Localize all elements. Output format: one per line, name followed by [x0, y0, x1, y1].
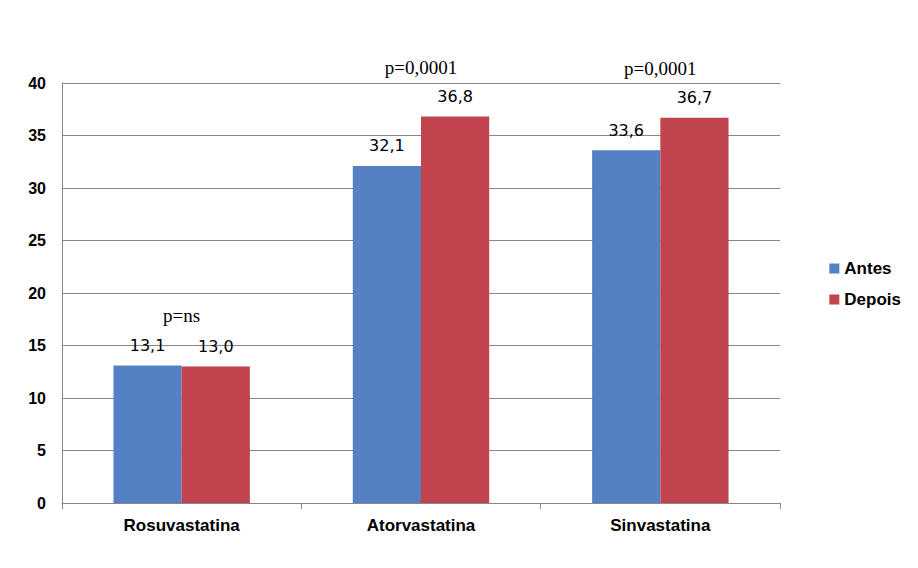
- svg-text:33,6: 33,6: [608, 121, 644, 140]
- svg-text:32,1: 32,1: [369, 136, 405, 155]
- svg-text:36,7: 36,7: [677, 88, 713, 107]
- svg-text:13,1: 13,1: [130, 336, 166, 355]
- svg-text:Atorvastatina: Atorvastatina: [367, 516, 476, 535]
- svg-text:p=0,0001: p=0,0001: [385, 57, 457, 78]
- svg-text:Sinvastatina: Sinvastatina: [610, 516, 711, 535]
- svg-text:10: 10: [28, 390, 46, 407]
- svg-text:0: 0: [37, 495, 46, 512]
- svg-text:25: 25: [28, 232, 46, 249]
- svg-text:13,0: 13,0: [198, 337, 234, 356]
- svg-text:15: 15: [28, 337, 46, 354]
- svg-text:p=0,0001: p=0,0001: [624, 58, 696, 79]
- svg-text:20: 20: [28, 285, 46, 302]
- svg-text:Depois: Depois: [844, 290, 901, 309]
- svg-text:40: 40: [28, 75, 46, 92]
- svg-text:30: 30: [28, 180, 46, 197]
- svg-text:36,8: 36,8: [437, 87, 473, 106]
- svg-text:5: 5: [37, 442, 46, 459]
- svg-text:Antes: Antes: [844, 259, 891, 278]
- svg-text:Rosuvastatina: Rosuvastatina: [124, 516, 241, 535]
- svg-text:p=ns: p=ns: [163, 305, 200, 326]
- svg-text:35: 35: [28, 127, 46, 144]
